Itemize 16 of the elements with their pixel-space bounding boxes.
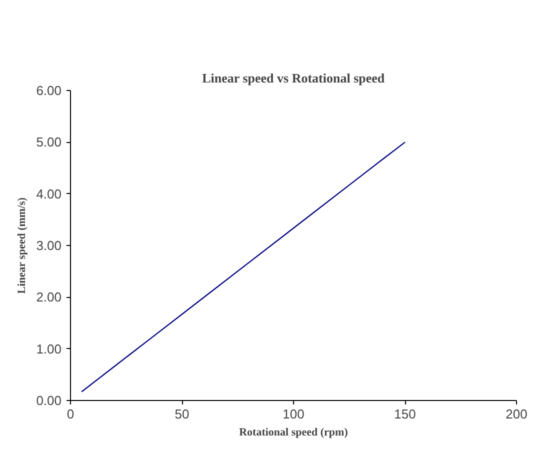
- y-tick-label: 3.00: [36, 238, 62, 253]
- x-tick-label: 200: [506, 406, 528, 422]
- x-axis-title: Rotational speed (rpm): [239, 426, 348, 438]
- line-series: [81, 142, 406, 392]
- y-axis-title: Linear speed (mm/s): [16, 197, 28, 294]
- y-tick-label: 1.00: [36, 341, 62, 356]
- x-tick-label: 150: [394, 406, 416, 422]
- y-tick-label: 0.00: [36, 393, 62, 408]
- x-tick-label: 100: [282, 406, 304, 422]
- y-tick-label: 5.00: [36, 134, 62, 150]
- chart-title: Linear speed vs Rotational speed: [202, 70, 386, 86]
- x-tick-label: 50: [174, 406, 190, 422]
- x-tick-label: 0: [66, 406, 74, 422]
- y-tick-label: 6.00: [36, 83, 62, 98]
- y-tick-label: 4.00: [36, 186, 62, 202]
- y-tick-label: 2.00: [36, 290, 62, 305]
